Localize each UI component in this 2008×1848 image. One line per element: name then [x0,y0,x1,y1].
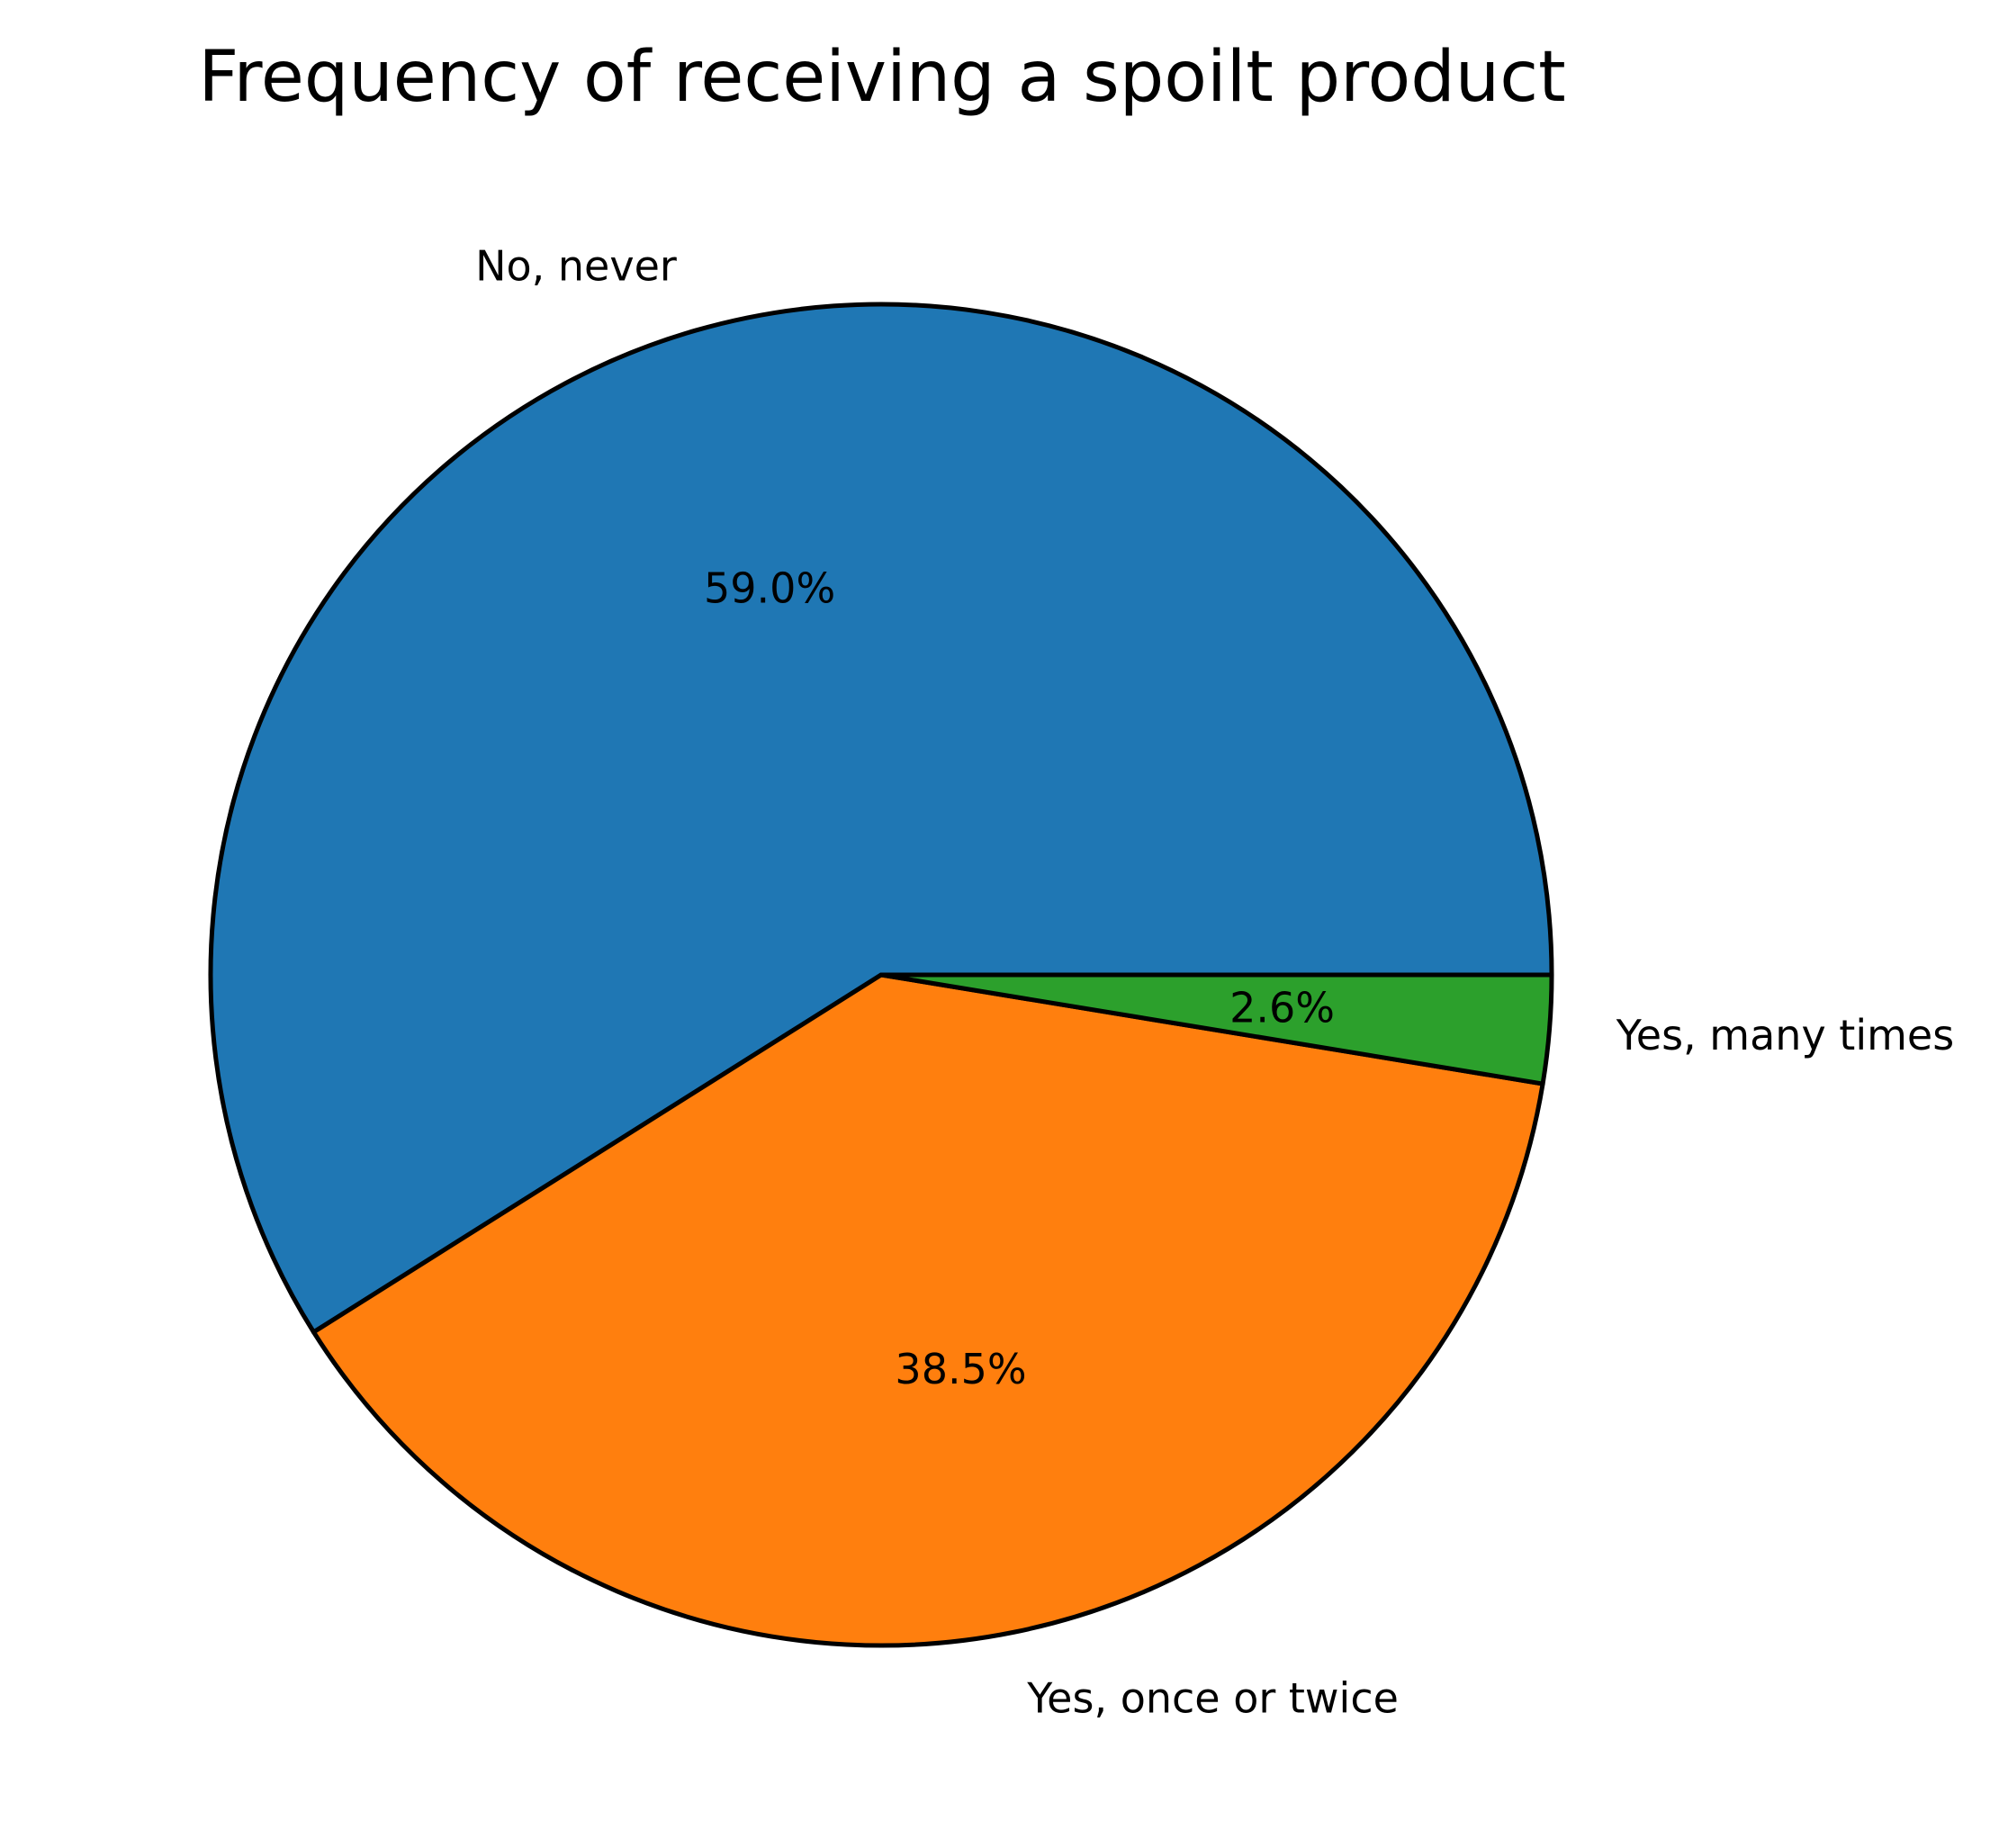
slice-percent-yes-many-times: 2.6% [1229,983,1335,1032]
slice-percent-yes-once-or-twice: 38.5% [895,1345,1026,1393]
slice-label-yes-many-times: Yes, many times [1616,1011,1954,1059]
slice-label-no-never: No, never [475,242,677,291]
slice-label-yes-once-or-twice: Yes, once or twice [1026,1673,1399,1722]
chart-title: Frequency of receiving a spoilt product [198,37,1565,118]
pie-slices [208,302,1554,1648]
pie-slice-yes-many-times [878,972,1554,1086]
slice-percent-no-never: 59.0% [704,564,835,613]
pie-slice-no-never [208,302,1554,1335]
pie-labels: No, never 59.0% Yes, once or twice 38.5% Yes… [475,242,1954,1723]
pie-slice-yes-once-or-twice [311,972,1545,1648]
